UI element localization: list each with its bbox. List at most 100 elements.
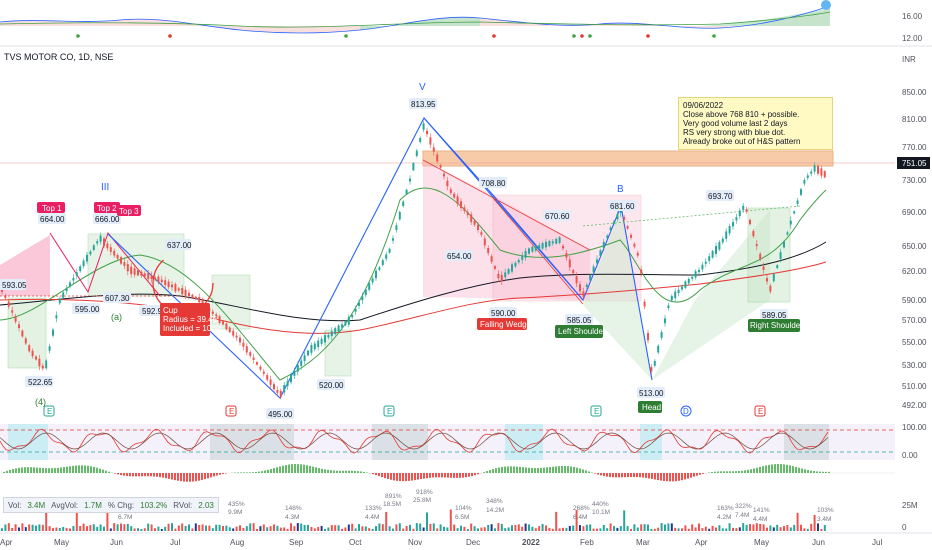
volume-bar [239,525,241,531]
candle-body [174,284,177,292]
vol-callout: 10.1M [592,509,610,516]
candle-body [235,335,238,338]
histogram-bar [522,467,524,473]
candle-body [674,291,677,299]
symbol-header[interactable]: TVS MOTOR CO, 1D, NSE [4,52,114,62]
candle-body [157,276,160,283]
volume-bar [96,526,99,531]
vol-callout: 103% [817,507,834,514]
price-tick: 570.00 [902,316,927,325]
histogram-bar [126,473,128,477]
volume-bar [79,525,82,531]
candle-body [507,269,510,274]
candle-body [211,311,214,314]
histogram-bar [447,473,449,478]
candle-body [793,211,796,214]
histogram-bar [633,473,635,478]
vol-scale-25m: 25M [902,501,918,510]
candle-body [11,310,14,313]
volume-bar [786,524,789,531]
candle-body [551,241,554,244]
volume-bar [55,527,58,531]
volume-bar [337,525,340,531]
histogram-bar [405,473,407,482]
candle-body [589,274,592,281]
histogram-bar [360,471,362,473]
falling-wedge-zone [423,160,590,300]
histogram-bar [825,471,827,473]
histogram-bar [69,466,71,473]
candle-body [14,316,17,322]
osc-scale-0: 0.00 [902,451,918,460]
histogram-bar [204,473,206,480]
histogram-bar [123,473,125,476]
candle-body [626,226,629,229]
volume-bar [609,523,612,531]
candle-body [290,374,292,383]
candle-body [405,189,408,195]
volume-bar [806,528,809,531]
candle-body [460,201,462,209]
price-tick: 850.00 [902,88,927,97]
histogram-bar [801,468,803,473]
histogram-bar [732,471,734,473]
vol-callout: 7.4M [735,512,749,519]
histogram-bar [189,473,191,482]
rvol-value: 2.03 [198,500,214,510]
candle-body [466,212,469,216]
candle-body [266,375,269,380]
volume-bar [283,527,286,531]
histogram-bar [378,473,380,477]
volume-bar [630,528,632,531]
histogram-bar [579,468,581,473]
candle-body [776,265,779,269]
histogram-bar [144,473,146,477]
candle-body [789,220,792,225]
candle-body [667,305,670,308]
candle-body [300,360,303,366]
volume-bar [432,523,435,531]
note-line: Already broke out of H&S pattern [683,137,801,146]
analysis-note[interactable]: 09/06/2022 Close above 768 810 + possibl… [678,97,833,150]
volume-bar [517,524,520,531]
candle-body [721,238,724,243]
candle-body [198,296,201,303]
price-label: 513.00 [639,389,664,398]
note-line: Close above 768 810 + possible. [683,110,800,119]
price-tick: 690.00 [902,208,927,217]
candle-body [21,330,24,337]
volume-bar [279,527,282,531]
candle-body [691,276,694,279]
volume-bar [456,528,459,531]
histogram-bar [786,464,788,473]
candle-body [150,275,153,280]
volume-bar [664,524,666,531]
histogram-bar [141,473,143,477]
histogram-bar [612,473,614,478]
histogram-bar [333,470,335,473]
volume-bar [218,524,221,531]
histogram-bar [816,471,818,473]
volume-bar [541,524,544,531]
volume-bar [154,528,156,531]
volume-bar [633,524,636,531]
volume-bar [820,528,823,531]
volume-bar [303,524,306,531]
candle-body [766,278,768,282]
histogram-bar [525,467,527,473]
histogram-bar [60,467,62,473]
histogram-bar [540,467,542,473]
candle-body [402,201,405,207]
volume-bar [483,527,486,531]
volume-bar [592,528,595,531]
currency-label: INR [902,55,916,64]
histogram-bar [756,467,758,473]
candle-body [79,266,82,272]
candle-body [38,358,41,367]
candle-body [276,390,279,393]
histogram-bar [507,466,509,473]
volume-bar [677,528,680,531]
candle-body [786,232,789,235]
volume-bar [334,525,337,531]
